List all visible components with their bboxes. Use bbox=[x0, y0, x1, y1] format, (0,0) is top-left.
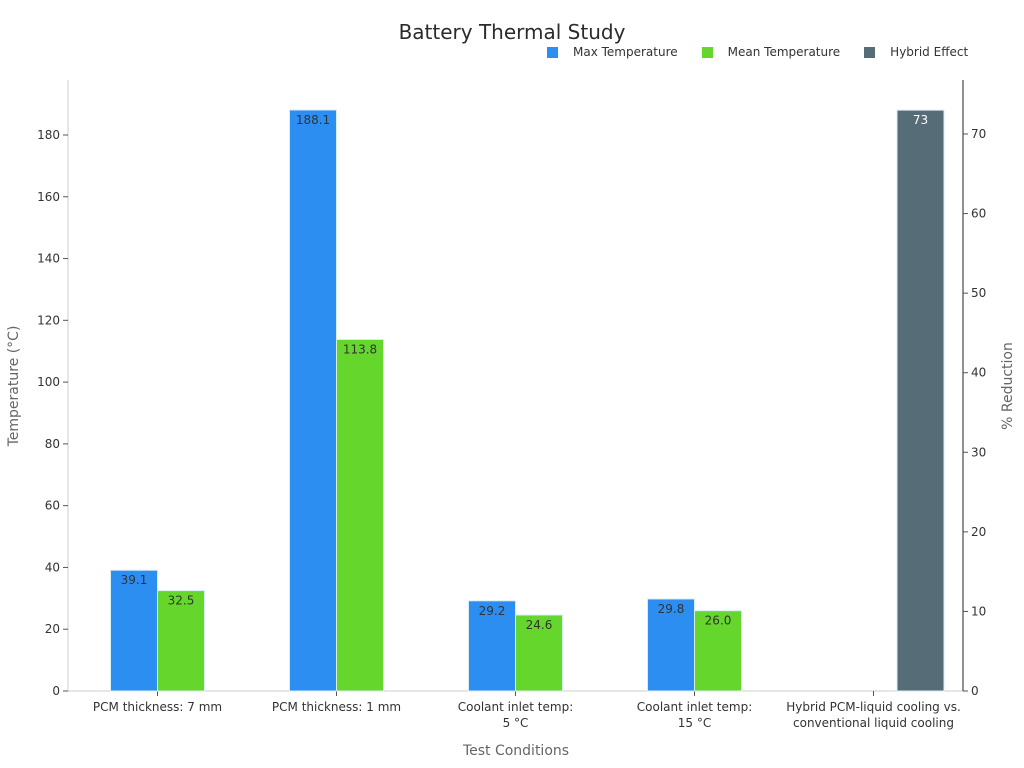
y2-tick-label: 60 bbox=[971, 207, 986, 221]
y2-tick-label: 0 bbox=[971, 684, 979, 698]
y2-tick-label: 50 bbox=[971, 286, 986, 300]
bar-value-label: 29.2 bbox=[479, 604, 506, 618]
y-tick-label: 180 bbox=[37, 128, 60, 142]
y2-tick-label: 40 bbox=[971, 366, 986, 380]
bar-value-label: 188.1 bbox=[296, 113, 330, 127]
legend-label: Max Temperature bbox=[573, 45, 678, 59]
x-tick-label: Hybrid PCM-liquid cooling vs. bbox=[786, 700, 961, 714]
y-tick-label: 140 bbox=[37, 252, 60, 266]
legend-label: Mean Temperature bbox=[727, 45, 841, 59]
legend-swatch-mean bbox=[701, 46, 713, 58]
y2-tick-label: 30 bbox=[971, 445, 986, 459]
chart-title: Battery Thermal Study bbox=[398, 20, 626, 44]
legend-label: Hybrid Effect bbox=[890, 45, 969, 59]
bar-value-label: 39.1 bbox=[121, 573, 148, 587]
bar-mean-temperature[interactable] bbox=[157, 590, 205, 692]
y2-axis-title: % Reduction bbox=[1000, 342, 1016, 430]
y-tick-label: 100 bbox=[37, 375, 60, 389]
y-tick-label: 120 bbox=[37, 313, 60, 327]
bar-value-label: 113.8 bbox=[343, 342, 377, 356]
legend-item-hybrid-effect[interactable]: Hybrid Effect bbox=[864, 45, 968, 59]
bar-max-temperature[interactable] bbox=[289, 109, 337, 692]
x-tick-label: PCM thickness: 7 mm bbox=[93, 700, 222, 714]
bar-value-label: 73 bbox=[913, 113, 928, 127]
y2-tick-label: 20 bbox=[971, 525, 986, 539]
y-tick-label: 40 bbox=[45, 560, 60, 574]
y-tick-label: 20 bbox=[45, 622, 60, 636]
bar-value-label: 24.6 bbox=[526, 618, 553, 632]
legend: Max Temperature Mean Temperature Hybrid … bbox=[547, 45, 968, 59]
x-tick-label: Coolant inlet temp: bbox=[637, 700, 753, 714]
bar-mean-temperature[interactable] bbox=[336, 338, 384, 692]
y-axis-title: Temperature (°C) bbox=[6, 326, 22, 448]
bar-mean-temperature[interactable] bbox=[694, 610, 742, 692]
y-tick-label: 60 bbox=[45, 499, 60, 513]
x-tick-label: conventional liquid cooling bbox=[793, 716, 954, 730]
legend-item-mean-temperature[interactable]: Mean Temperature bbox=[701, 45, 841, 59]
x-tick-label: 5 °C bbox=[503, 716, 529, 730]
bar-value-label: 32.5 bbox=[168, 594, 195, 608]
bar-value-label: 26.0 bbox=[705, 614, 732, 628]
legend-swatch-hybrid bbox=[864, 46, 876, 58]
y2-tick-label: 10 bbox=[971, 604, 986, 618]
y-tick-label: 80 bbox=[45, 437, 60, 451]
legend-item-max-temperature[interactable]: Max Temperature bbox=[547, 45, 678, 59]
x-tick-label: 15 °C bbox=[678, 716, 711, 730]
bar-value-label: 29.8 bbox=[658, 602, 685, 616]
bar-max-temperature[interactable] bbox=[110, 569, 158, 692]
bar-mean-temperature[interactable] bbox=[515, 614, 563, 692]
bar-hybrid-effect[interactable] bbox=[896, 109, 945, 692]
x-axis-title: Test Conditions bbox=[462, 743, 569, 759]
x-tick-label: PCM thickness: 1 mm bbox=[272, 700, 401, 714]
y2-tick-label: 70 bbox=[971, 127, 986, 141]
y-tick-label: 0 bbox=[52, 684, 60, 698]
legend-swatch-max bbox=[547, 46, 558, 58]
x-tick-label: Coolant inlet temp: bbox=[458, 700, 574, 714]
y-tick-label: 160 bbox=[37, 190, 60, 204]
